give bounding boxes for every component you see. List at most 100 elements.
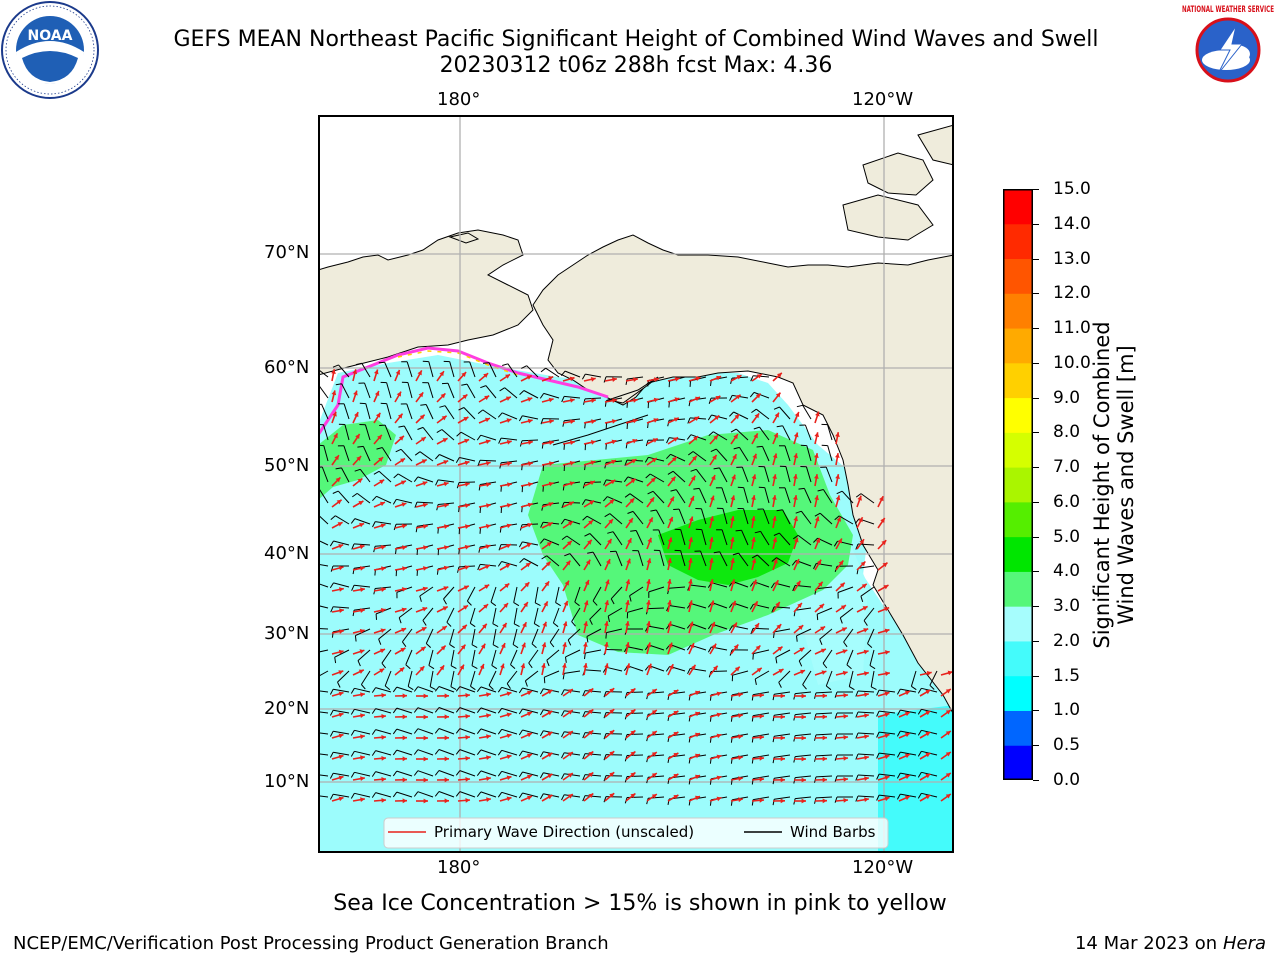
wave-arrow xyxy=(436,756,450,762)
wind-barb xyxy=(582,795,602,802)
wave-arrow xyxy=(541,580,550,592)
wave-arrow xyxy=(709,691,722,697)
wind-barb xyxy=(708,431,728,441)
wave-arrow xyxy=(373,501,386,508)
wave-arrow xyxy=(856,495,862,508)
wind-barb xyxy=(488,670,497,690)
wave-arrow xyxy=(436,625,448,634)
legend-wave-label: Primary Wave Direction (unscaled) xyxy=(434,823,694,841)
wind-barb xyxy=(848,670,855,691)
wind-barb xyxy=(756,445,770,462)
credit-text: NCEP/EMC/Verification Post Processing Pr… xyxy=(13,933,609,954)
wind-barb xyxy=(513,586,520,607)
wind-barb xyxy=(497,770,518,777)
wind-barb xyxy=(582,732,602,739)
colorbar-tickmark xyxy=(1033,189,1039,190)
wave-arrow xyxy=(667,436,679,445)
wind-barb xyxy=(435,479,455,486)
wave-arrow xyxy=(688,579,693,592)
wind-barb xyxy=(855,732,875,739)
wave-arrow xyxy=(604,498,615,508)
wave-arrow xyxy=(562,440,575,445)
wave-arrow xyxy=(394,627,407,634)
colorbar-bin xyxy=(1003,536,1033,572)
wave-arrow xyxy=(667,794,679,802)
wave-arrow xyxy=(751,622,760,634)
wave-arrow xyxy=(751,777,765,782)
wave-arrow xyxy=(646,457,658,466)
wave-arrow xyxy=(794,735,806,741)
wind-barb xyxy=(603,796,623,803)
lon-label-top-180: 180° xyxy=(437,89,481,110)
wind-barb xyxy=(846,649,854,670)
wave-arrow xyxy=(646,558,652,571)
wave-arrow xyxy=(730,394,742,403)
wave-arrow xyxy=(814,516,820,529)
colorbar-tick-label: 5.0 xyxy=(1053,526,1081,547)
wind-barb xyxy=(757,508,770,525)
wind-barb xyxy=(650,509,665,525)
wave-arrow xyxy=(730,644,739,655)
colorbar-bin xyxy=(1003,328,1033,364)
wave-arrow xyxy=(688,642,695,655)
wave-arrow xyxy=(625,621,630,634)
wind-barb xyxy=(670,489,686,504)
colorbar-bin xyxy=(1003,258,1033,294)
wind-barb xyxy=(506,670,518,689)
wave-arrow xyxy=(794,798,806,804)
wind-barb xyxy=(330,565,349,572)
wind-barb xyxy=(896,709,917,716)
wave-arrow xyxy=(898,690,911,697)
wave-arrow xyxy=(457,624,468,634)
wind-barb xyxy=(392,728,413,735)
wave-arrow xyxy=(373,456,384,466)
wave-arrow xyxy=(751,393,762,403)
wind-barb xyxy=(371,792,392,798)
wave-arrow xyxy=(730,516,735,529)
wave-arrow xyxy=(520,621,528,634)
wave-arrow xyxy=(919,710,931,718)
wave-arrow xyxy=(520,522,533,529)
wave-arrow xyxy=(436,586,449,592)
wind-barb xyxy=(371,750,392,756)
wave-arrow xyxy=(625,771,636,781)
wave-arrow xyxy=(562,540,573,550)
wave-arrow xyxy=(646,688,658,697)
wave-arrow xyxy=(373,735,387,740)
wave-arrow xyxy=(416,693,428,699)
wave-arrow xyxy=(373,369,379,382)
wave-arrow xyxy=(394,480,407,487)
wind-barb xyxy=(359,402,371,420)
wave-arrow xyxy=(856,628,869,634)
wind-barb xyxy=(413,770,434,777)
wind-barb xyxy=(434,686,455,693)
wind-barb xyxy=(564,553,581,567)
wind-barb xyxy=(318,582,329,588)
wind-barb xyxy=(318,690,329,693)
wind-barb xyxy=(491,649,498,670)
wind-barb xyxy=(420,404,434,420)
wave-arrow xyxy=(856,692,869,697)
wind-barb xyxy=(779,487,791,504)
wind-barb xyxy=(630,530,644,546)
wave-arrow xyxy=(709,643,717,655)
wave-arrow xyxy=(436,645,447,655)
wave-arrow xyxy=(415,414,426,424)
wind-barb xyxy=(469,607,476,628)
lon-label-bottom-120w: 120°W xyxy=(852,857,914,878)
wave-arrow xyxy=(541,481,554,487)
lat-label-20n: 20°N xyxy=(264,698,310,719)
wave-arrow xyxy=(604,642,609,655)
wind-barb xyxy=(492,607,499,628)
wind-barb xyxy=(357,445,371,462)
wave-arrow xyxy=(541,752,553,760)
wind-barb xyxy=(330,606,350,613)
wind-barb xyxy=(834,691,853,698)
wave-arrow xyxy=(520,690,533,697)
wave-arrow xyxy=(478,395,490,403)
wave-arrow xyxy=(751,516,756,529)
wind-barb xyxy=(422,360,434,378)
wave-arrow xyxy=(835,735,849,740)
wave-arrow xyxy=(940,772,952,781)
land-arctic-island-2 xyxy=(842,194,934,241)
